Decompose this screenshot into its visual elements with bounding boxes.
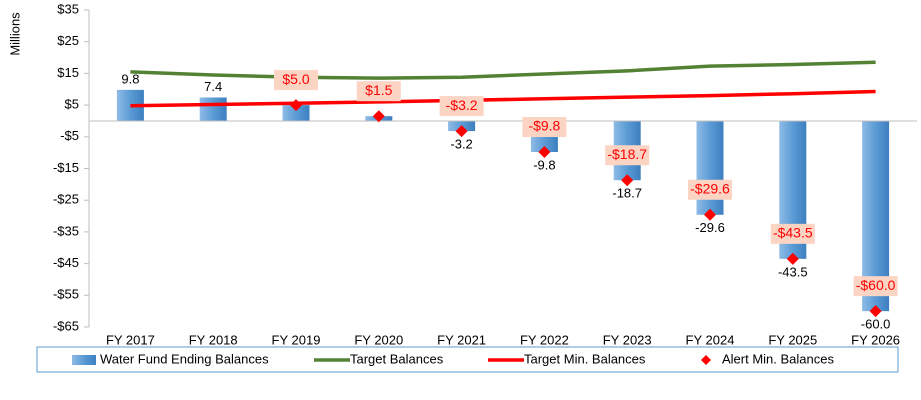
bar-value-label: -9.8 — [533, 157, 555, 172]
marker — [455, 125, 468, 138]
y-tick-label: -$25 — [53, 192, 79, 207]
label-background — [688, 179, 732, 200]
bar-value-label: 7.4 — [204, 79, 222, 94]
marker — [786, 252, 799, 265]
label-background — [522, 117, 567, 138]
alert-label: -$43.5 — [770, 223, 815, 244]
y-tick-label: $5 — [65, 97, 79, 112]
line — [130, 60, 876, 80]
alert-value-label: -$3.2 — [446, 97, 478, 113]
label-background — [439, 96, 484, 117]
alert-value-label: -$18.7 — [607, 146, 647, 162]
bar-value-label: -18.7 — [612, 186, 642, 201]
line — [130, 89, 876, 108]
y-tick-label: -$55 — [53, 287, 79, 302]
label-background — [605, 145, 650, 166]
marker — [290, 99, 302, 112]
marker — [621, 174, 634, 187]
bar-value-label: -29.6 — [695, 220, 725, 235]
alert-value-label: -$60.0 — [856, 277, 896, 293]
y-axis-label: Millions — [7, 12, 22, 56]
alert-label: $1.5 — [356, 81, 401, 102]
y-tick-label: -$15 — [53, 160, 79, 175]
label-background — [853, 276, 898, 297]
marker — [538, 146, 551, 159]
y-tick-label: -$35 — [53, 223, 79, 238]
alert-label: $5.0 — [274, 70, 318, 91]
alert-value-label: -$9.8 — [528, 118, 560, 134]
label-background — [274, 70, 318, 91]
x-tick-label: FY 2026 — [851, 332, 900, 347]
marker — [869, 305, 882, 318]
x-tick-label: FY 2017 — [106, 332, 155, 347]
alert-value-label: $5.0 — [282, 71, 309, 87]
legend-label: Target Balances — [350, 351, 444, 366]
label-background — [356, 81, 401, 102]
alert-value-label: $1.5 — [365, 82, 392, 98]
x-tick-label: FY 2024 — [686, 332, 735, 347]
marker — [704, 208, 716, 221]
legend-label: Target Min. Balances — [524, 351, 646, 366]
legend-label: Alert Min. Balances — [722, 351, 834, 366]
x-tick-label: FY 2022 — [520, 332, 569, 347]
x-tick-label: FY 2018 — [189, 332, 238, 347]
y-tick-label: -$5 — [60, 128, 79, 143]
bar-value-label: -60.0 — [861, 317, 891, 332]
alert-label: -$3.2 — [439, 96, 484, 117]
bar — [199, 97, 227, 121]
legend-label: Water Fund Ending Balances — [100, 351, 269, 366]
alert-label: -$60.0 — [853, 276, 898, 297]
y-tick-label: $15 — [57, 65, 79, 80]
bar-value-label: -3.2 — [450, 137, 472, 152]
alert-label: -$9.8 — [522, 117, 567, 138]
x-tick-label: FY 2020 — [354, 332, 403, 347]
y-tick-label: $35 — [57, 1, 79, 16]
alert-label: -$18.7 — [605, 145, 650, 166]
bar — [282, 105, 310, 121]
alert-value-label: -$43.5 — [773, 225, 813, 241]
x-tick-label: FY 2023 — [603, 332, 652, 347]
alert-label: -$29.6 — [688, 179, 732, 200]
legend-box — [36, 346, 899, 373]
x-tick-label: FY 2019 — [272, 332, 321, 347]
bar — [696, 120, 724, 215]
x-tick-label: FY 2025 — [768, 332, 817, 347]
alert-value-label: -$29.6 — [690, 180, 730, 196]
label-background — [770, 223, 815, 244]
y-tick-label: -$65 — [53, 318, 79, 333]
marker — [372, 110, 385, 123]
bar-value-label: 9.8 — [121, 71, 139, 86]
bar-value-label: -43.5 — [778, 264, 808, 279]
x-tick-label: FY 2021 — [437, 332, 486, 347]
y-tick-label: $25 — [57, 33, 79, 48]
y-tick-label: -$45 — [53, 255, 79, 270]
legend-swatch — [72, 355, 96, 365]
legend-swatch — [701, 355, 711, 365]
